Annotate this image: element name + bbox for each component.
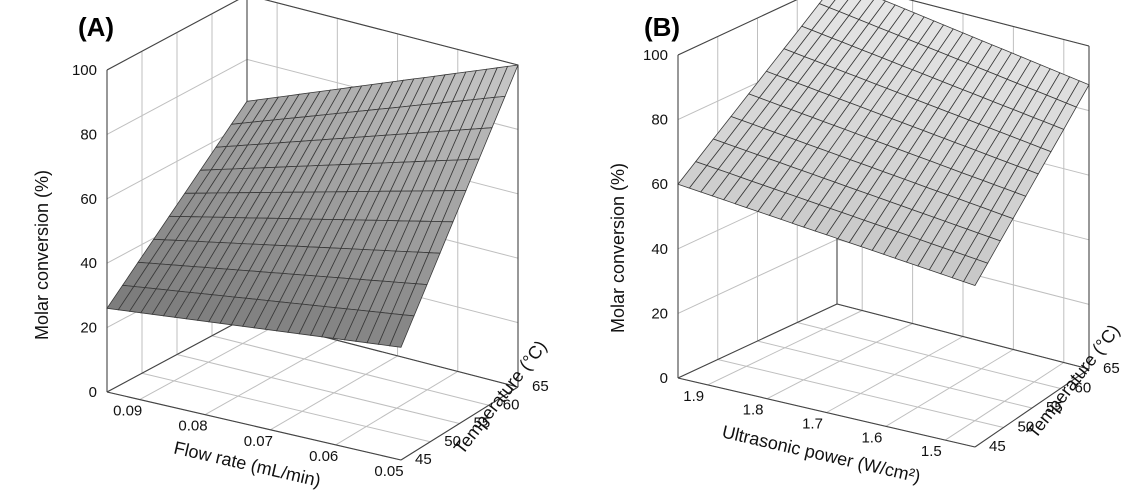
x-tick-label: 1.5 [921, 443, 942, 460]
gridline-y-floor [141, 372, 431, 443]
y-tick-label: 55 [474, 415, 491, 432]
panel-label: (A) [78, 12, 114, 42]
surface-mesh [677, 0, 1090, 286]
chart-panel-b: 1.91.81.71.61.5 4550556065020406080100Ult… [608, 0, 1124, 487]
y-tick-label: 50 [1018, 419, 1035, 436]
gridline-y-floor [757, 340, 1033, 409]
y-tick-label: 45 [415, 451, 432, 468]
frame-edge [106, 316, 248, 393]
x-tick-label: 1.6 [861, 429, 882, 446]
surface-facet [963, 258, 989, 286]
frame-edge [677, 377, 976, 448]
z-tick-label: 80 [80, 126, 97, 143]
frame-edge [677, 0, 798, 56]
z-tick-label: 20 [651, 305, 668, 322]
x-tick-label: 0.07 [244, 433, 273, 450]
frame-edge [400, 386, 519, 461]
frame-edge [264, 0, 519, 66]
y-axis-title: Temperature (°C) [450, 337, 551, 458]
gridline-y-floor [717, 359, 1004, 428]
x-tick-label: 0.05 [374, 463, 403, 480]
panel-label: (B) [644, 12, 680, 42]
y-tick-label: 60 [1075, 380, 1092, 397]
y-axis-title: Temperature (°C) [1023, 321, 1124, 442]
x-tick-label: 0.08 [178, 418, 207, 435]
z-tick-label: 0 [89, 384, 97, 401]
z-axis-title: Molar conversion (%) [32, 170, 52, 340]
x-tick-label: 1.7 [802, 416, 823, 433]
x-tick-label: 0.09 [113, 403, 142, 420]
z-axis-title: Molar conversion (%) [608, 163, 628, 333]
x-tick-label: 1.9 [683, 388, 704, 405]
z-tick-label: 80 [651, 112, 668, 129]
axes-frame [677, 0, 1090, 448]
y-tick-label: 55 [1046, 399, 1063, 416]
x-tick-label: 0.06 [309, 448, 338, 465]
z-tick-label: 0 [660, 370, 668, 387]
frame-edge [836, 303, 1090, 370]
z-tick-label: 100 [643, 47, 668, 64]
z-tick-label: 40 [80, 255, 97, 272]
z-tick-label: 20 [80, 320, 97, 337]
surface-mesh [106, 64, 519, 348]
frame-edge [677, 303, 838, 379]
z-tick-label: 40 [651, 241, 668, 258]
y-tick-label: 65 [532, 378, 549, 395]
y-tick-label: 65 [1103, 360, 1120, 377]
gridline-y-floor [797, 322, 1061, 389]
gridline-z [264, 0, 519, 66]
gridline-y-floor [176, 354, 460, 424]
y-tick-label: 45 [989, 438, 1006, 455]
z-tick-label: 100 [72, 62, 97, 79]
y-tick-label: 50 [444, 433, 461, 450]
frame-edge [106, 0, 239, 71]
x-tick-label: 1.8 [743, 402, 764, 419]
frame-edge [908, 0, 1090, 47]
z-tick-label: 60 [651, 176, 668, 193]
y-tick-label: 60 [503, 396, 520, 413]
frame-edge [106, 391, 402, 461]
gridline-y-floor [211, 335, 489, 406]
surface-facet [389, 314, 415, 348]
z-tick-label: 60 [80, 191, 97, 208]
frame-edge [974, 368, 1090, 448]
chart-panel-a: 0.09 0.08 0.07 0.06 0.05 45 50 55 60 65 0 20 40 60 80 1… [32, 0, 551, 491]
